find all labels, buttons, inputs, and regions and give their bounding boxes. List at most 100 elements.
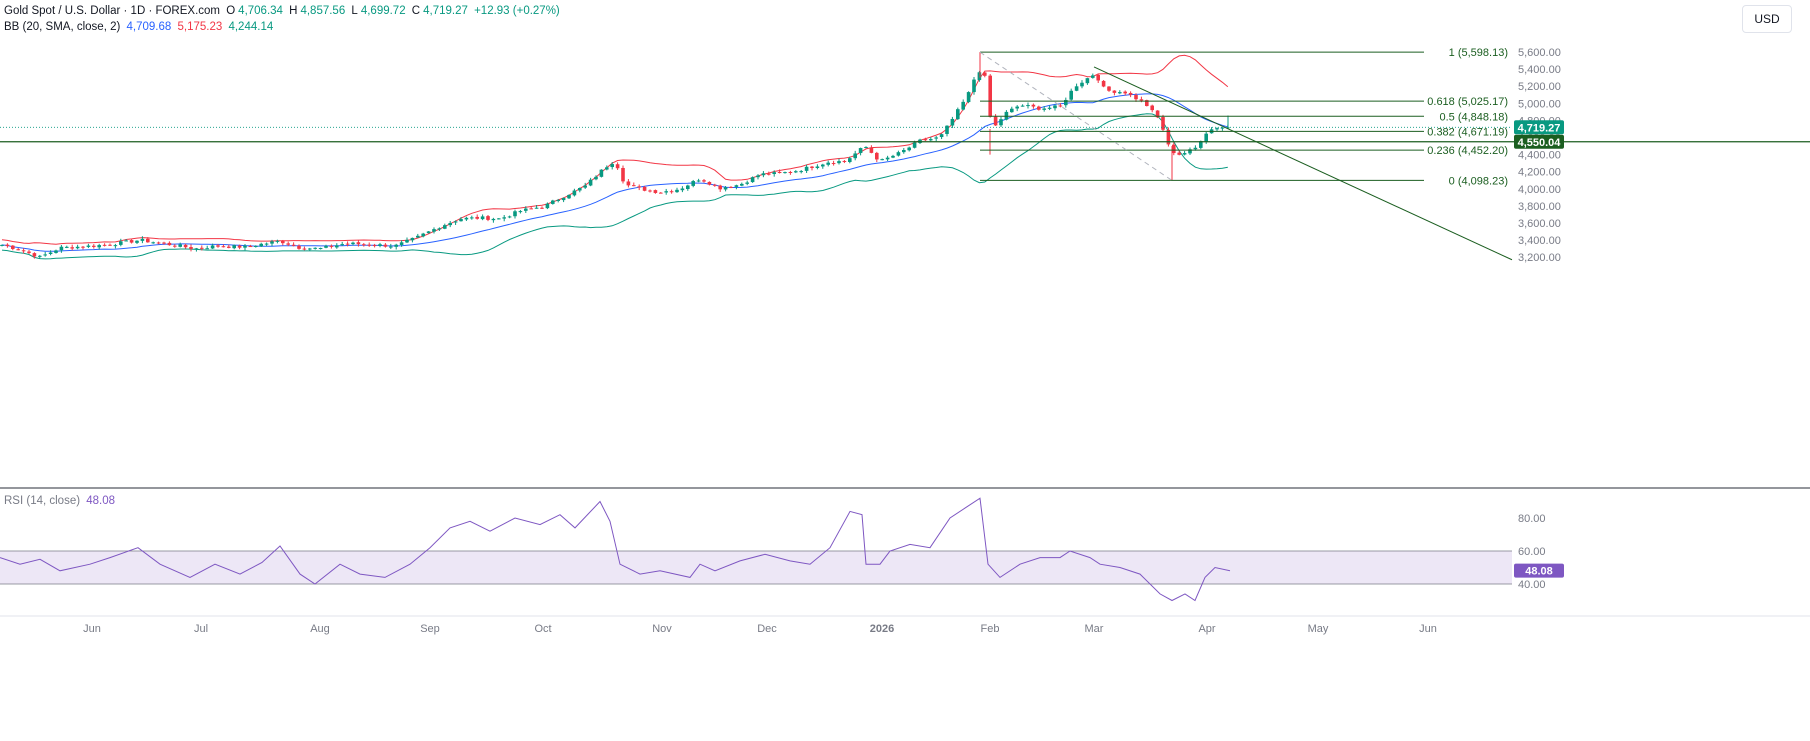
symbol-title[interactable]: Gold Spot / U.S. Dollar · 1D · FOREX.com bbox=[4, 5, 221, 17]
candle-body bbox=[723, 187, 728, 190]
candle bbox=[232, 244, 236, 250]
candle bbox=[75, 244, 80, 250]
candle-body bbox=[686, 185, 690, 190]
candle bbox=[545, 202, 550, 210]
price-axis[interactable]: 5,600.005,400.005,200.005,000.004,800.00… bbox=[1514, 47, 1564, 591]
candle bbox=[248, 244, 253, 248]
candle-body bbox=[372, 245, 377, 247]
candle-body bbox=[443, 225, 447, 229]
candle bbox=[891, 154, 895, 159]
candle bbox=[561, 197, 566, 203]
candle-body bbox=[324, 245, 328, 248]
candle bbox=[464, 216, 469, 221]
candle-body bbox=[259, 243, 263, 247]
candle bbox=[750, 176, 755, 183]
rsi-tick-label: 40.00 bbox=[1518, 579, 1546, 591]
candle-body bbox=[367, 244, 371, 246]
candle bbox=[216, 244, 220, 248]
rsi-label[interactable]: RSI (14, close) bbox=[4, 495, 81, 507]
candle bbox=[686, 184, 690, 191]
candle-body bbox=[869, 147, 874, 153]
candle bbox=[259, 242, 263, 247]
price-tick-label: 3,400.00 bbox=[1518, 235, 1561, 247]
candle-body bbox=[1204, 133, 1208, 142]
candle-body bbox=[783, 172, 787, 174]
candle-body bbox=[983, 72, 987, 76]
candle-body bbox=[821, 164, 825, 167]
candle bbox=[421, 232, 425, 238]
candle bbox=[718, 184, 722, 192]
candle bbox=[1004, 110, 1009, 121]
candle-body bbox=[1161, 117, 1165, 130]
candle-body bbox=[945, 125, 949, 134]
candle-body bbox=[275, 240, 280, 242]
candle bbox=[129, 238, 134, 244]
currency-button[interactable]: USD bbox=[1742, 5, 1792, 33]
candle bbox=[605, 165, 609, 171]
candle-body bbox=[1074, 86, 1079, 91]
candle-body bbox=[518, 211, 523, 213]
candle bbox=[367, 242, 371, 247]
candle-body bbox=[902, 150, 906, 153]
candle-body bbox=[183, 244, 188, 248]
candle bbox=[324, 244, 328, 249]
candle bbox=[939, 133, 944, 140]
candle bbox=[642, 185, 647, 192]
candle bbox=[38, 254, 42, 259]
drawings[interactable]: 1 (5,598.13) 0.618 (5,025.17) 0.5 (4,848.1… bbox=[0, 47, 1810, 261]
candle bbox=[275, 239, 280, 244]
candle bbox=[92, 244, 96, 249]
candle-body bbox=[583, 185, 587, 188]
candle bbox=[1161, 114, 1165, 132]
candle bbox=[896, 150, 901, 157]
candle bbox=[459, 217, 463, 222]
fib-level-label: 0.382 (4,671.19) bbox=[1427, 126, 1508, 138]
candle-body bbox=[750, 177, 755, 183]
candles bbox=[0, 52, 1230, 259]
candle bbox=[696, 178, 701, 183]
candle bbox=[858, 147, 863, 156]
candle-body bbox=[664, 191, 668, 193]
candle bbox=[572, 188, 577, 197]
candle bbox=[621, 165, 625, 184]
bb-label[interactable]: BB (20, SMA, close, 2) bbox=[4, 21, 121, 33]
candle bbox=[1220, 127, 1225, 131]
price-tick-label: 5,600.00 bbox=[1518, 47, 1561, 59]
candle bbox=[799, 170, 803, 174]
candle bbox=[594, 175, 598, 181]
low-label: L bbox=[351, 5, 358, 17]
candle-body bbox=[950, 118, 955, 126]
candle bbox=[178, 242, 182, 248]
candle-body bbox=[826, 162, 830, 165]
candle bbox=[210, 243, 215, 249]
candle-body bbox=[1134, 95, 1138, 100]
candle bbox=[345, 241, 350, 247]
candle-body bbox=[59, 246, 64, 251]
candle-body bbox=[351, 242, 355, 245]
candle-body bbox=[5, 244, 10, 247]
rsi-pane bbox=[0, 497, 1512, 602]
candle bbox=[837, 158, 841, 165]
candle bbox=[934, 135, 938, 142]
candle-body bbox=[302, 248, 307, 250]
candle bbox=[254, 245, 258, 248]
candle-body bbox=[1155, 110, 1160, 118]
candle bbox=[713, 183, 717, 187]
hline-price-badge-bg bbox=[1514, 134, 1564, 149]
candle-body bbox=[858, 148, 863, 154]
candle bbox=[480, 214, 485, 221]
candle bbox=[945, 125, 949, 137]
candle-body bbox=[1112, 90, 1117, 93]
time-axis[interactable]: Jun Jul Aug Sep Oct Nov Dec 2026 Feb Mar Apr May Jun bbox=[83, 623, 1437, 635]
bb-lower-value: 4,244.14 bbox=[228, 21, 274, 33]
candle-body bbox=[1188, 149, 1192, 154]
candle-body bbox=[448, 222, 452, 226]
time-tick-label: Jul bbox=[194, 623, 208, 635]
change-value: +12.93 (+0.27%) bbox=[474, 5, 560, 17]
candle bbox=[291, 242, 296, 247]
candle-body bbox=[885, 157, 890, 160]
candle bbox=[788, 170, 793, 175]
candle bbox=[140, 236, 145, 244]
